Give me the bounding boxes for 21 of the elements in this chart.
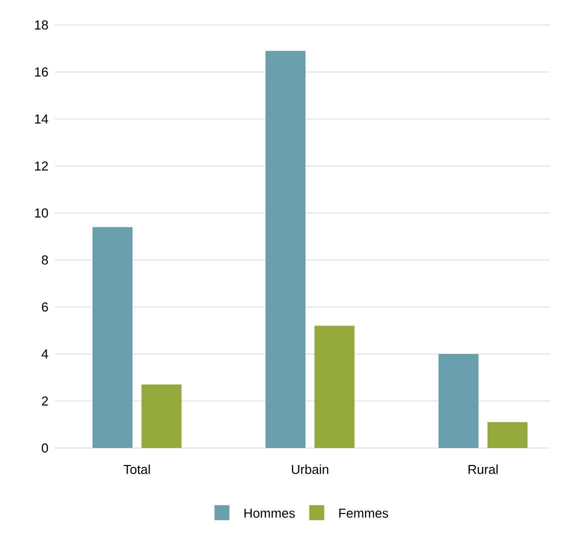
y-tick-label: 0 [42,443,48,453]
y-tick-label: 4 [42,350,48,358]
bar [266,50,306,448]
x-tick-label: Urbain [292,464,328,474]
legend-label: Hommes [244,508,295,518]
legend-label: Femmes [339,508,388,518]
y-tick-label: 6 [42,302,48,312]
bar [438,354,479,448]
x-tick-label: Rural [468,464,498,474]
y-tick-label: 10 [35,208,48,218]
bar [142,384,182,448]
bar [92,227,133,448]
y-tick-label: 16 [35,67,48,77]
y-tick-label: 12 [35,161,48,171]
y-tick-label: 14 [35,114,48,124]
bar [488,422,528,448]
y-tick-label: 2 [42,396,48,406]
y-tick-label: 8 [42,255,48,265]
bar [314,326,355,448]
x-tick-label: Total [124,464,150,474]
y-tick-label: 18 [35,20,48,30]
